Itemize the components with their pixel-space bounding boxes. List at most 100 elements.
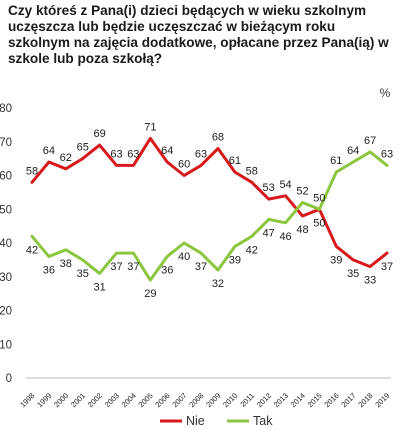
data-point-nie	[199, 164, 203, 167]
data-point-tak	[199, 251, 203, 255]
data-label-nie: 60	[178, 159, 190, 171]
data-label-tak: 67	[364, 135, 376, 147]
data-label-tak: 40	[178, 251, 190, 263]
data-point-nie	[216, 147, 220, 150]
x-tick-label: 2019	[373, 391, 391, 409]
x-tick-label: 2010	[221, 391, 239, 409]
data-point-tak	[166, 255, 169, 258]
data-label-tak: 63	[381, 148, 393, 160]
data-point-tak	[284, 221, 287, 224]
data-point-nie	[30, 181, 34, 184]
data-label-tak: 46	[279, 231, 291, 243]
series-line-nie	[30, 136, 389, 269]
x-tick-label: 2007	[170, 391, 188, 409]
data-label-nie: 64	[43, 145, 55, 157]
data-point-nie	[301, 214, 304, 218]
data-label-tak: 37	[110, 261, 122, 273]
data-label-nie: 54	[279, 179, 291, 191]
data-point-tak	[216, 268, 220, 272]
data-point-tak	[182, 241, 186, 245]
y-tick-label: 30	[0, 272, 12, 284]
data-point-tak	[47, 255, 51, 258]
data-point-tak	[318, 208, 321, 211]
data-label-nie: 64	[161, 145, 173, 157]
data-label-tak: 52	[296, 186, 308, 198]
legend-label-tak: Tak	[253, 414, 273, 428]
data-point-nie	[351, 258, 355, 262]
x-tick-label: 2003	[103, 391, 121, 409]
data-label-nie: 48	[296, 224, 308, 236]
data-point-tak	[267, 218, 270, 221]
data-point-tak	[132, 251, 135, 255]
y-tick-label: 70	[0, 137, 12, 149]
data-label-tak: 50	[313, 217, 325, 229]
data-label-nie: 33	[364, 275, 376, 287]
data-label-tak: 47	[263, 227, 275, 239]
data-label-nie: 68	[212, 132, 224, 144]
data-label-tak: 32	[212, 278, 224, 290]
data-label-tak: 37	[195, 261, 207, 273]
chart-title: Czy któreś z Pana(i) dzieci będących w w…	[8, 3, 389, 66]
y-tick-label: 50	[0, 204, 12, 216]
data-point-tak	[233, 245, 237, 248]
data-point-tak	[351, 160, 355, 164]
x-tick-label: 2006	[153, 391, 171, 409]
x-tick-label: 2012	[255, 391, 273, 409]
data-point-nie	[368, 265, 372, 268]
data-point-nie	[335, 245, 338, 248]
data-point-tak	[115, 251, 118, 255]
data-label-nie: 63	[195, 148, 207, 160]
data-point-nie	[132, 164, 135, 167]
x-tick-label: 2000	[52, 391, 70, 409]
data-point-nie	[267, 197, 270, 201]
x-tick-label: 2016	[323, 391, 341, 409]
data-point-tak	[250, 235, 253, 238]
y-tick-label: 80	[0, 103, 12, 115]
data-label-nie: 58	[26, 165, 38, 177]
data-label-tak: 37	[127, 261, 139, 273]
x-tick-label: 2018	[356, 391, 374, 409]
legend: Nie Tak	[160, 414, 273, 428]
x-tick-label: 1998	[18, 391, 36, 409]
data-label-nie: 61	[229, 155, 241, 167]
data-labels: 58 42 64 36 62 38 65 35 69 31 63 37 63 37 71 29 64 36 60 40…	[26, 121, 393, 300]
data-point-nie	[149, 137, 152, 140]
data-label-nie: 53	[263, 182, 275, 194]
data-point-nie	[182, 174, 186, 177]
data-point-tak	[368, 150, 372, 154]
series-line-tak	[30, 150, 389, 282]
y-tick-label: 10	[0, 339, 12, 351]
y-tick-label: 0	[6, 373, 12, 385]
data-point-nie	[64, 167, 68, 170]
unit-label: %	[380, 86, 391, 100]
x-tick-label: 2014	[289, 391, 307, 409]
data-label-nie: 63	[110, 148, 122, 160]
y-tick-label: 40	[0, 238, 12, 250]
y-tick-label: 60	[0, 171, 12, 183]
data-label-nie: 58	[246, 165, 258, 177]
data-label-tak: 29	[144, 288, 156, 300]
data-point-nie	[98, 143, 101, 147]
data-point-nie	[233, 170, 237, 174]
data-label-tak: 31	[93, 281, 105, 293]
data-label-tak: 35	[77, 268, 89, 280]
x-tick-label: 2017	[339, 391, 357, 409]
data-point-nie	[47, 160, 51, 164]
data-label-nie: 35	[347, 268, 359, 280]
data-label-nie: 62	[60, 152, 72, 164]
data-label-nie: 71	[144, 121, 156, 133]
x-tick-label: 2011	[238, 391, 256, 409]
data-label-tak: 38	[60, 258, 72, 270]
x-tick-label: 2015	[306, 391, 324, 409]
data-point-nie	[284, 194, 287, 197]
data-point-tak	[301, 201, 304, 204]
data-point-nie	[81, 157, 84, 160]
series-lines	[30, 136, 389, 282]
data-label-nie: 63	[127, 148, 139, 160]
data-point-tak	[385, 164, 389, 167]
legend-label-nie: Nie	[186, 414, 205, 428]
x-tick-label: 1999	[35, 391, 53, 409]
x-tick-label: 2009	[204, 391, 222, 409]
data-point-nie	[250, 181, 253, 184]
